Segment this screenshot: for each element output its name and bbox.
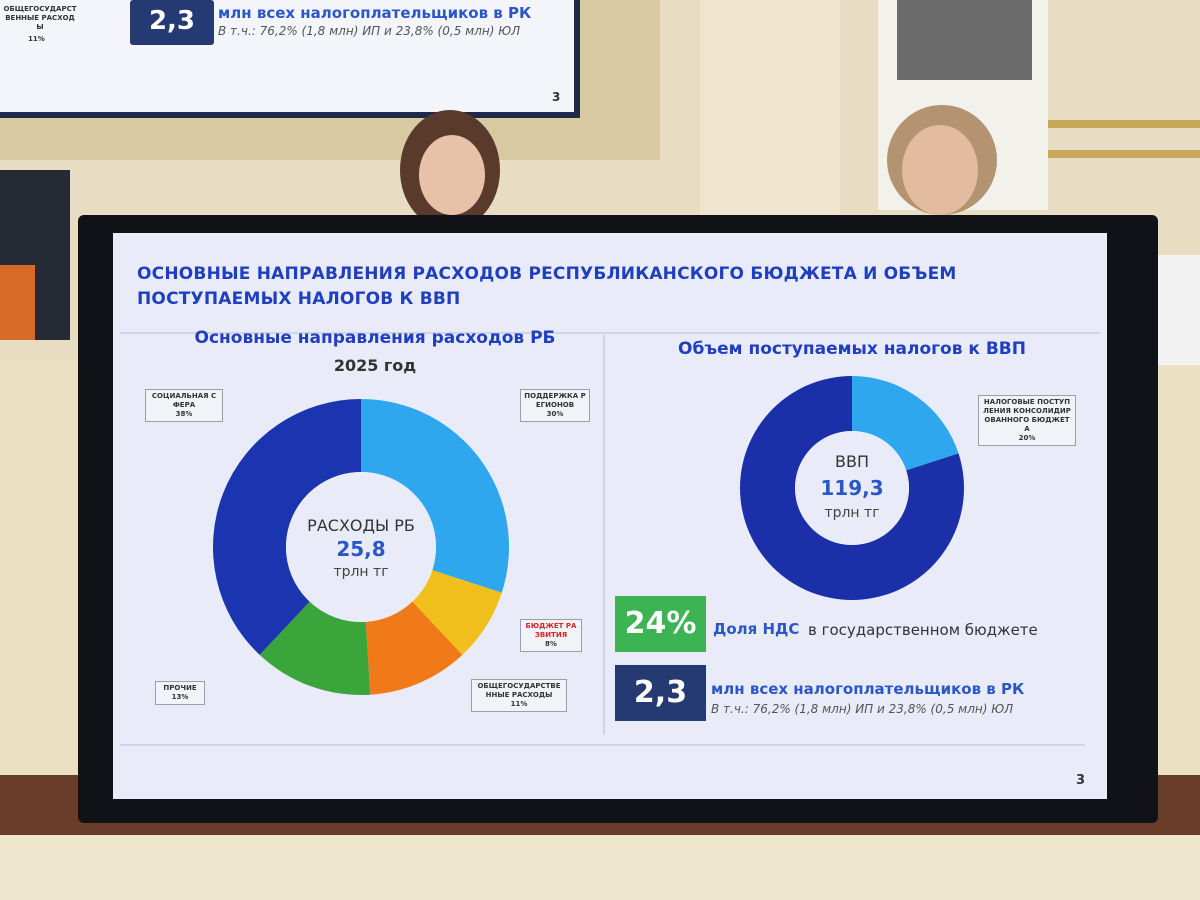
- segment-value-label: 8%: [545, 640, 557, 648]
- chart-title: Основные направления расходов РБ: [194, 328, 556, 348]
- stat-value: 24%: [624, 606, 697, 641]
- segment-value-label: 11%: [510, 700, 528, 708]
- bg-page: 3: [552, 90, 561, 104]
- donut-segment: [365, 601, 463, 695]
- segment-value-label: 30%: [546, 410, 564, 418]
- donut-segment: [740, 376, 965, 601]
- stat-label: млн всех налогоплательщиков в РК: [711, 680, 1025, 698]
- segment-label-box: ОБЩЕГОСУДАРСТВЕННЫЕ РАСХОДЫ 11%: [471, 679, 567, 712]
- donut-hole: [795, 431, 909, 545]
- segment-label-box: БЮДЖЕТ РАЗВИТИЯ 8%: [520, 619, 582, 652]
- segment-label-box: НАЛОГОВЫЕ ПОСТУПЛЕНИЯ КОНСОЛИДИРОВАННОГО…: [978, 395, 1076, 446]
- donut-segment: [259, 601, 371, 695]
- segment-label: ОБЩЕГОСУДАРСТВЕННЫЕ РАСХОДЫ: [477, 682, 561, 699]
- stat-label: Доля НДС: [713, 620, 800, 638]
- stat-text: в государственном бюджете: [808, 621, 1038, 639]
- segment-label-box: ПОДДЕРЖКА РЕГИОНОВ 30%: [520, 389, 590, 422]
- stat-value: 2,3: [633, 675, 688, 710]
- center-unit: трлн тг: [824, 505, 880, 521]
- segment-value-label: 38%: [175, 410, 193, 418]
- bg-share: 11%: [28, 35, 45, 43]
- segment-value-label: 13%: [171, 693, 189, 701]
- donut-hole: [286, 472, 436, 622]
- bg-label: млн всех налогоплательщиков в РК: [218, 4, 532, 22]
- segment-label-box: СОЦИАЛЬНАЯ СФЕРА 38%: [145, 389, 223, 422]
- bg-value: 2,3: [148, 6, 196, 36]
- segment-value-label: 20%: [1018, 434, 1036, 442]
- segment-label: НАЛОГОВЫЕ ПОСТУПЛЕНИЯ КОНСОЛИДИРОВАННОГО…: [983, 398, 1071, 433]
- bg-category: ОБЩЕГОСУДАРСТ ВЕННЫЕ РАСХОДЫ: [3, 5, 77, 31]
- center-label: ВВП: [835, 452, 869, 471]
- segment-label: БЮДЖЕТ РАЗВИТИЯ: [525, 622, 577, 639]
- center-value: 119,3: [820, 476, 884, 500]
- donut-segment: [852, 376, 959, 471]
- segment-label: ПРОЧИЕ: [163, 684, 197, 692]
- chart-title: Объем поступаемых налогов к ВВП: [678, 339, 1026, 359]
- stat-note: В т.ч.: 76,2% (1,8 млн) ИП и 23,8% (0,5 …: [711, 702, 1014, 716]
- center-label: РАСХОДЫ РБ: [307, 516, 415, 535]
- slide-title: ОСНОВНЫЕ НАПРАВЛЕНИЯ РАСХОДОВ РЕСПУБЛИКА…: [137, 264, 957, 309]
- chart-subtitle: 2025 год: [333, 356, 417, 375]
- segment-label-box: ПРОЧИЕ 13%: [155, 681, 205, 705]
- page-number: 3: [1076, 773, 1086, 788]
- segment-label: СОЦИАЛЬНАЯ СФЕРА: [151, 392, 217, 409]
- donut-segment: [412, 570, 502, 655]
- center-value: 25,8: [336, 537, 386, 561]
- donut-segment: [361, 399, 509, 593]
- donut-segment: [213, 399, 361, 655]
- center-unit: трлн тг: [333, 564, 389, 580]
- segment-label: ПОДДЕРЖКА РЕГИОНОВ: [524, 392, 586, 409]
- bg-note: В т.ч.: 76,2% (1,8 млн) ИП и 23,8% (0,5 …: [218, 24, 521, 38]
